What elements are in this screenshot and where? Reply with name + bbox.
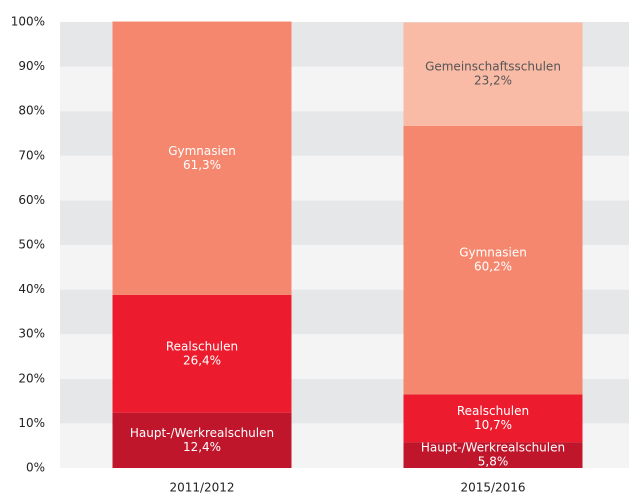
y-tick-label: 70% [18,148,45,162]
value-label: 23,2% [474,74,512,88]
value-label: 10,7% [474,418,512,432]
y-tick-label: 30% [18,327,45,341]
value-label: 61,3% [183,158,221,172]
bar-segment [403,125,583,395]
segment-name: Haupt-/Werkrealschulen [130,426,274,440]
segment-name: Gemeinschaftsschulen [425,60,561,74]
value-label: 12,4% [183,440,221,454]
segment-name: Haupt-/Werkrealschulen [421,441,565,455]
y-tick-label: 50% [18,238,45,252]
y-tick-label: 0% [26,461,45,475]
segment-name: Gymnasien [168,144,236,158]
x-tick-label: 2011/2012 [169,481,234,495]
value-label: 5,8% [478,455,509,469]
y-tick-label: 90% [18,59,45,73]
x-tick-label: 2015/2016 [460,481,525,495]
segment-name: Realschulen [166,339,238,353]
bar-segment [112,412,292,468]
y-tick-label: 60% [18,193,45,207]
bar-segment [403,394,583,443]
segment-name: Realschulen [457,404,529,418]
value-label: 26,4% [183,353,221,367]
y-tick-label: 80% [18,104,45,118]
bar-segment [112,21,292,295]
bar-segment [112,294,292,413]
segment-name: Gymnasien [459,246,527,260]
y-tick-label: 10% [18,416,45,430]
bar-segment [403,442,583,468]
y-tick-label: 20% [18,371,45,385]
y-tick-label: 40% [18,282,45,296]
y-tick-label: 100% [11,15,45,29]
bar-segment [403,22,583,126]
value-label: 60,2% [474,260,512,274]
